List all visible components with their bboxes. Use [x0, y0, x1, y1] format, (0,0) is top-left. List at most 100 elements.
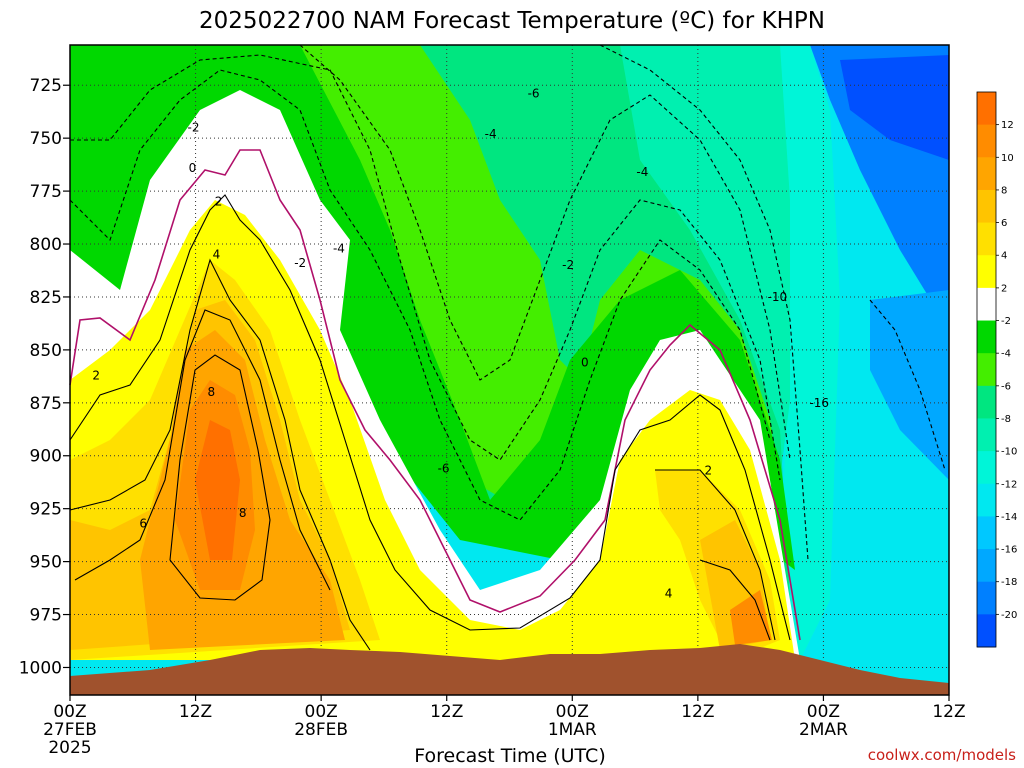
y-axis: 725 750 775 800 825 850 875 900 925 950 975 1000: [19, 76, 70, 678]
contour-line-4-east: [699, 559, 771, 641]
terrain-surface: [70, 644, 949, 695]
colorbar-swatch: [977, 483, 996, 517]
colorbar-swatch: [977, 451, 996, 485]
x-tick-label: 00Z: [53, 702, 86, 722]
contour-label: 0: [189, 161, 197, 175]
contour-line-neg4: [70, 54, 781, 481]
chart-title: 2025022700 NAM Forecast Temperature (ºC)…: [199, 8, 825, 34]
plot-area: [70, 45, 949, 695]
field-blue-lower: [870, 290, 949, 480]
x-tick-label: 12Z: [179, 702, 212, 722]
colorbar-swatch: [977, 157, 996, 191]
contour-line-neg2: [69, 69, 771, 521]
contour-label: 2: [705, 464, 713, 478]
x-tick-label: 00Z: [807, 702, 840, 722]
contour-label: 4: [213, 248, 221, 262]
y-tick-label: 750: [30, 129, 62, 149]
contour-lines: [69, 44, 946, 651]
colorbar-swatch: [977, 320, 996, 354]
contour-label: -2: [562, 258, 574, 272]
field-light-cyan: [760, 45, 840, 660]
colorbar-swatch: [977, 418, 996, 452]
contour-line-neg16: [869, 299, 946, 471]
y-tick-label: 850: [30, 341, 62, 361]
colorbar-level-label: 12: [1001, 120, 1014, 131]
x-tick-label: 12Z: [681, 702, 714, 722]
colorbar-swatch: [977, 353, 996, 387]
colorbar-swatch: [977, 516, 996, 550]
contour-label: 2: [215, 195, 223, 209]
colorbar-swatch: [977, 124, 996, 158]
colorbar-level-label: -12: [1001, 479, 1017, 490]
colorbar-level-label: -18: [1001, 577, 1017, 588]
contour-label: -4: [333, 241, 345, 255]
contour-labels: -2 0 2 4 8 8 6 2 -2 -4 -4 -6 -4 -2 0 -6 -10 -16 2 4: [92, 87, 829, 601]
y-tick-label: 1000: [19, 658, 62, 678]
x-tick-date: 27FEB: [43, 720, 97, 740]
contour-line-0-west: [69, 149, 801, 641]
colorbar-level-label: -20: [1001, 610, 1017, 621]
colorbar: 12 10 8 6 4 2 -2 -4 -6 -8 -10 -12 -14 -16 -18 -20: [976, 91, 1017, 648]
contour-label: 8: [207, 385, 215, 399]
contour-label: -2: [294, 256, 306, 270]
y-tick-label: 800: [30, 235, 62, 255]
x-tick-label: 12Z: [932, 702, 965, 722]
colorbar-swatch: [977, 92, 996, 126]
colorbar-swatch: [977, 614, 996, 648]
contour-label: -6: [438, 461, 450, 475]
colorbar-level-label: 6: [1001, 218, 1007, 229]
colorbar-level-label: -14: [1001, 512, 1017, 523]
colorbar-level-label: -16: [1001, 545, 1017, 556]
colorbar-swatch: [977, 287, 996, 322]
contour-label: 6: [139, 517, 147, 531]
x-tick-date: 2MAR: [799, 720, 848, 740]
colorbar-swatch: [977, 222, 996, 256]
field-orange-east-core: [730, 590, 772, 645]
colorbar-level-label: 8: [1001, 185, 1007, 196]
colorbar-level-label: -4: [1001, 349, 1011, 360]
x-tick-date: 28FEB: [294, 720, 348, 740]
field-blue-deep: [840, 55, 949, 160]
colorbar-level-label: -10: [1001, 447, 1017, 458]
y-tick-label: 775: [30, 182, 62, 202]
contour-label: 0: [581, 356, 589, 370]
contour-label: -6: [528, 87, 540, 101]
x-tick-label: 00Z: [305, 702, 338, 722]
contour-label: -2: [187, 121, 199, 135]
x-tick-label: 12Z: [430, 702, 463, 722]
colorbar-level-label: 2: [1001, 283, 1007, 294]
colorbar-level-label: -8: [1001, 414, 1011, 425]
y-tick-label: 825: [30, 288, 62, 308]
y-tick-label: 950: [30, 553, 62, 573]
colorbar-swatch: [977, 549, 996, 583]
colorbar-frame: [976, 91, 997, 648]
colorbar-swatch: [977, 581, 996, 615]
colorbar-swatch: [977, 255, 996, 289]
contour-label: 8: [239, 506, 247, 520]
contour-line-8-west: [169, 354, 271, 601]
y-tick-label: 875: [30, 394, 62, 414]
contour-label: 2: [92, 368, 100, 382]
contour-line-2-east: [655, 469, 776, 641]
contour-line-neg10: [599, 44, 809, 561]
colorbar-level-label: 4: [1001, 251, 1007, 262]
x-tick-date: 1MAR: [548, 720, 597, 740]
colorbar-swatch: [977, 385, 996, 419]
x-tick-label: 00Z: [556, 702, 589, 722]
contour-label: -4: [485, 127, 497, 141]
field-orange-deep: [195, 420, 240, 560]
y-tick-label: 725: [30, 76, 62, 96]
y-tick-label: 975: [30, 606, 62, 626]
contour-label: -10: [768, 290, 788, 304]
plot-frame: [69, 44, 950, 696]
contour-label: 4: [665, 586, 673, 600]
colorbar-swatch: [977, 189, 996, 224]
contour-label: -16: [809, 396, 829, 410]
credit-text: coolwx.com/models: [868, 746, 1016, 764]
contour-line-4-west: [69, 258, 371, 651]
y-tick-label: 900: [30, 447, 62, 467]
contour-line-6-west: [74, 309, 331, 591]
contour-label: -4: [636, 165, 648, 179]
